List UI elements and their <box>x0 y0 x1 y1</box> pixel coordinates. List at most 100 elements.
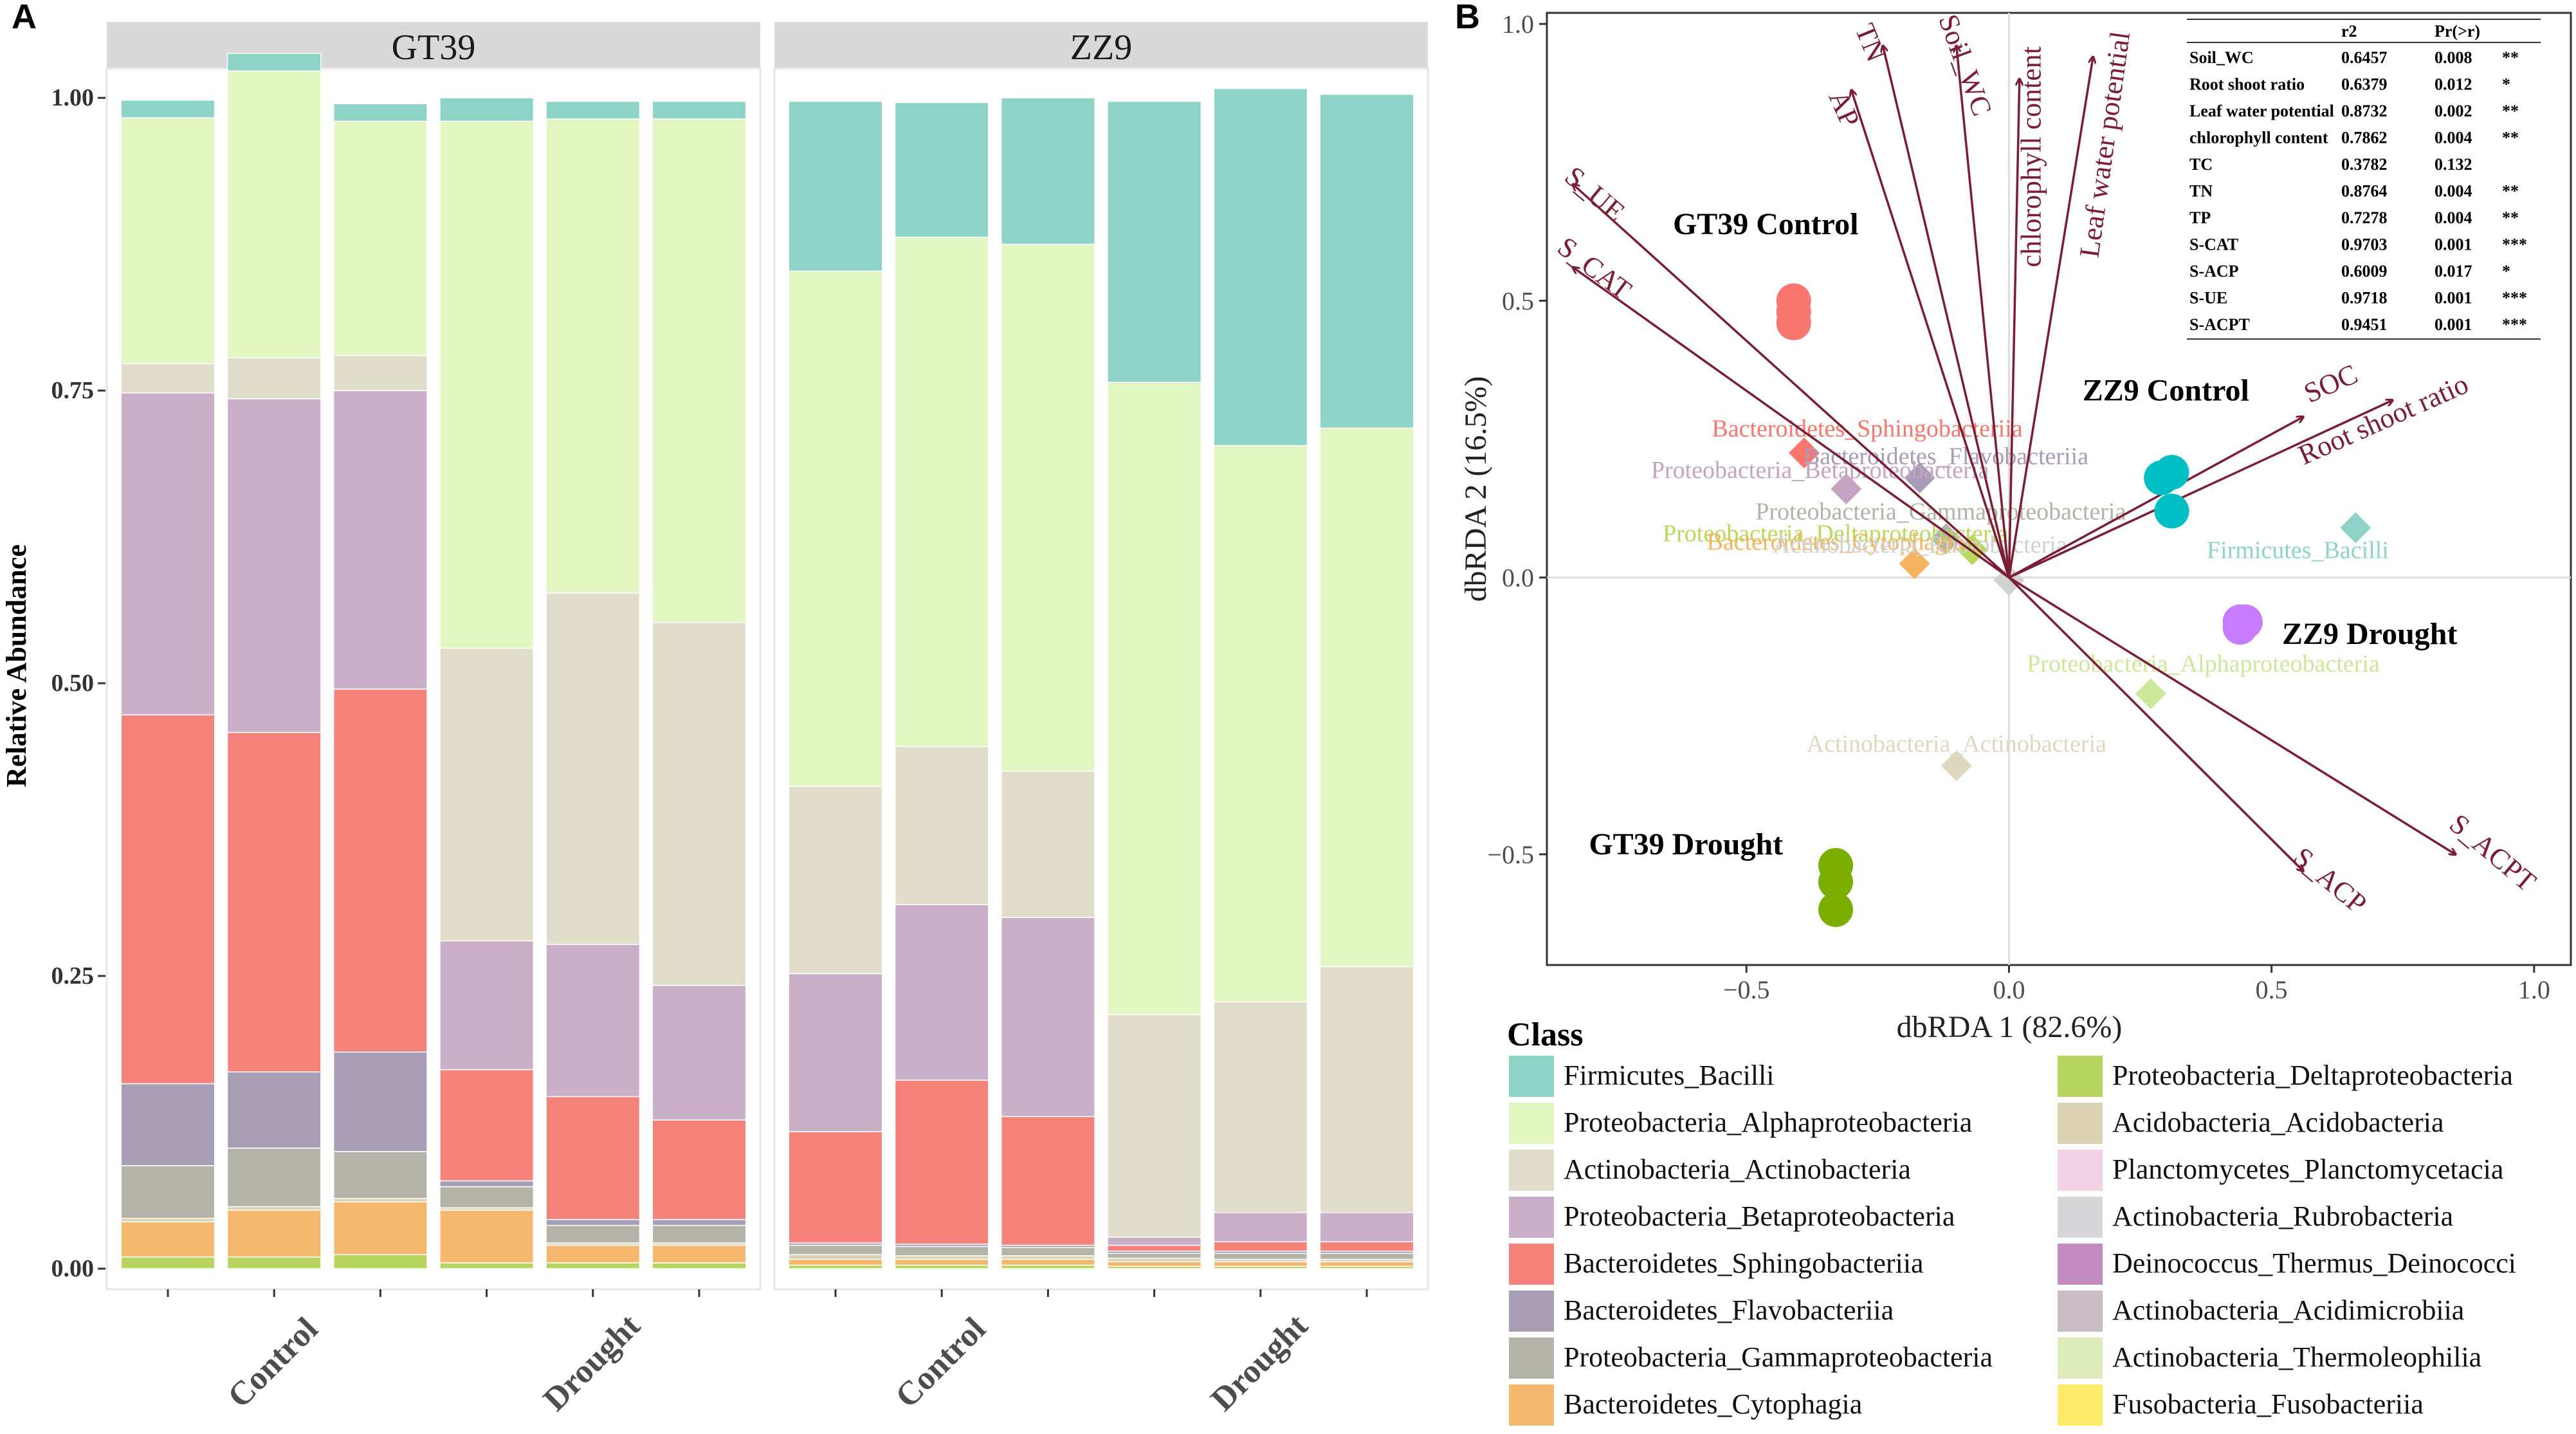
bar-segment <box>788 1258 883 1266</box>
legend-swatch <box>2056 1242 2104 1286</box>
bar-segment <box>788 973 883 1132</box>
y-tick-label: 0.75 <box>51 377 95 404</box>
facet-panel <box>105 67 762 1291</box>
table-cell: Leaf water potential <box>2189 102 2334 120</box>
legend-item: Proteobacteria_Deltaproteobacteria <box>2056 1054 2513 1098</box>
bar-segment <box>788 1131 883 1244</box>
bar-segment <box>894 1080 989 1245</box>
bar-segment <box>439 1069 534 1182</box>
table-cell: 0.132 <box>2434 155 2472 174</box>
table-cell: ** <box>2502 129 2519 147</box>
sample-point <box>1818 864 1854 899</box>
bar-segment <box>120 363 215 394</box>
bar-segment <box>120 1217 215 1222</box>
legend-items: Firmicutes_Bacilli Proteobacteria_Alphapr… <box>1508 1054 2516 1427</box>
y-tick-label: 1.00 <box>51 84 95 111</box>
bar-segment <box>894 102 989 238</box>
bar-segment <box>439 1186 534 1209</box>
table-cell: S-UE <box>2189 289 2227 308</box>
group-label: GT39 Drought <box>1589 827 1783 861</box>
stats-table-bg <box>2183 15 2544 341</box>
panel-a-y-axis: 0.00 0.25 0.50 0.75 1.00 <box>51 84 105 1282</box>
env-vector-arrow <box>2007 79 2019 578</box>
table-cell: ** <box>2502 208 2519 227</box>
legend-swatch <box>1508 1148 1555 1192</box>
table-cell: 0.017 <box>2434 262 2472 280</box>
bar-segment <box>333 1254 428 1269</box>
bar-segment <box>120 714 215 1085</box>
legend-item: Bacteroidetes_Sphingobacteriia <box>1508 1242 1924 1286</box>
sample-point <box>1818 892 1854 927</box>
bar-segment <box>894 746 989 905</box>
panel-b-axes: −0.5 0.0 0.5 1.0 −0.5 0.0 0.5 1.0 <box>1487 10 2550 1004</box>
table-cell: TC <box>2189 155 2213 174</box>
legend-swatch <box>2056 1336 2104 1380</box>
panel-b-group-labels: GT39 Control GT39 Drought ZZ9 Control ZZ9 D… <box>1589 207 2457 861</box>
legend-item: Proteobacteria_Alphaproteobacteria <box>1508 1101 1972 1145</box>
legend-label: Actinobacteria_Thermoleophilia <box>2112 1341 2481 1373</box>
legend-label: Firmicutes_Bacilli <box>1564 1060 1775 1091</box>
table-cell: 0.001 <box>2434 235 2472 254</box>
legend-swatch <box>1508 1336 1555 1380</box>
species-point <box>1789 437 1820 469</box>
legend-label: Bacteroidetes_Sphingobacteriia <box>1564 1247 1924 1279</box>
legend-swatch <box>1508 1383 1555 1427</box>
bar-segment <box>652 1244 747 1264</box>
bar-segment <box>894 904 989 1081</box>
species-point <box>1899 548 1930 580</box>
bar-segment <box>1000 1264 1095 1269</box>
table-cell: 0.001 <box>2434 289 2472 308</box>
panel-b-gridlines <box>1547 13 2571 965</box>
legend-item: Actinobacteria_Actinobacteria <box>1508 1148 1911 1192</box>
bar-gt39-3 <box>333 103 428 1269</box>
bar-segment <box>120 1165 215 1219</box>
bar-segment <box>545 1224 641 1244</box>
legend-label: Acidobacteria_Acidobacteria <box>2112 1107 2444 1138</box>
bar-segment <box>1107 1261 1202 1267</box>
env-vector-arrow <box>1573 268 2010 579</box>
bar-segment <box>439 1262 534 1269</box>
bar-segment <box>652 1119 747 1220</box>
legend-title: Class <box>1507 1016 1583 1053</box>
bar-segment <box>894 236 989 748</box>
bar-segment <box>652 100 747 120</box>
legend-label: Proteobacteria_Betaproteobacteria <box>1564 1200 1955 1232</box>
species-point <box>1930 523 1962 555</box>
facet-strip <box>774 22 1428 68</box>
legend-item: Planctomycetes_Planctomycetacia <box>2056 1148 2503 1192</box>
bar-segment <box>652 1224 747 1244</box>
legend-item: Bacteroidetes_Flavobacteriia <box>1508 1289 1894 1333</box>
bar-segment <box>1000 1116 1095 1246</box>
bar-segment <box>1000 97 1095 245</box>
bar-segment <box>1319 1253 1414 1260</box>
bar-segment <box>894 1255 989 1260</box>
bar-segment <box>894 1246 989 1256</box>
bar-segment <box>333 390 428 690</box>
env-vector-arrow <box>1957 46 2011 578</box>
legend-swatch <box>2056 1195 2104 1239</box>
bar-segment <box>545 100 641 120</box>
bar-segment <box>788 786 883 975</box>
species-label: Proteobacteria_Betaproteobacteria <box>1651 457 1989 484</box>
bar-segment <box>1000 770 1095 918</box>
species-point <box>2135 678 2166 710</box>
bar-gt39-4 <box>439 97 534 1269</box>
species-label: Proteobacteria_Gammaproteobacteria <box>1755 498 2126 525</box>
bar-segment <box>1213 87 1308 446</box>
table-cell: 0.6379 <box>2341 75 2388 94</box>
env-vector-arrow <box>1883 46 2011 578</box>
sample-point <box>2154 493 2189 529</box>
bar-segment <box>120 1083 215 1166</box>
bar-segment <box>439 120 534 649</box>
legend-label: Proteobacteria_Alphaproteobacteria <box>1564 1107 1972 1138</box>
legend-label: Actinobacteria_Rubrobacteria <box>2112 1200 2453 1232</box>
table-cell: 0.004 <box>2434 208 2472 227</box>
panel-a: A Relative Abundance 0.00 0.25 0.50 0.75 1.0… <box>1 0 1429 1419</box>
legend-label: Deinococcus_Thermus_Deinococci <box>2112 1247 2516 1279</box>
species-point <box>1831 473 1862 504</box>
bar-segment <box>1319 427 1414 968</box>
y-tick-label: 0.00 <box>51 1255 95 1282</box>
table-cell: 0.6457 <box>2341 48 2388 67</box>
table-cell: ** <box>2502 182 2519 201</box>
